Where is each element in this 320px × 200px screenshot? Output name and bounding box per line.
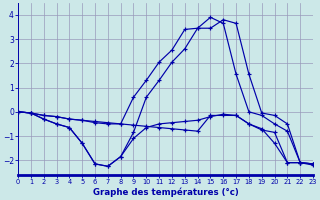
X-axis label: Graphe des températures (°c): Graphe des températures (°c) — [93, 188, 238, 197]
